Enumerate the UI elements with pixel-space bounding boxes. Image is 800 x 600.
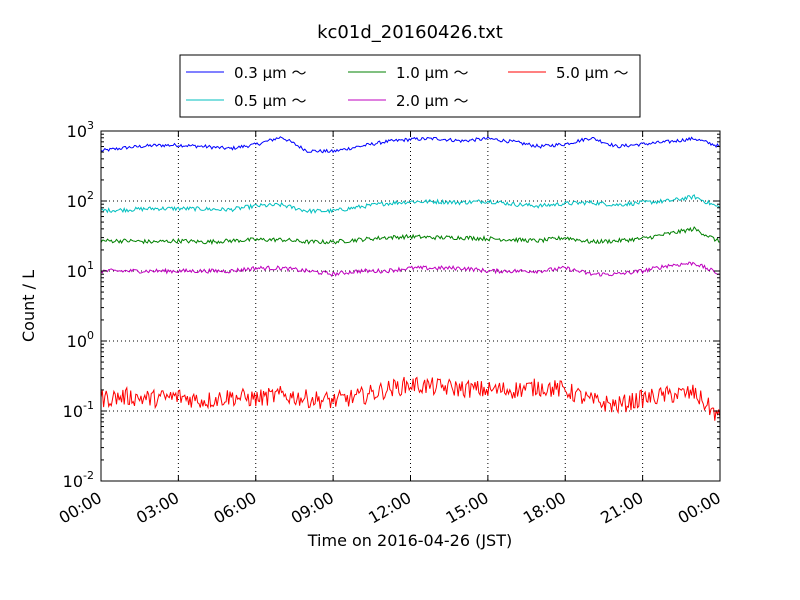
x-axis-label: Time on 2016-04-26 (JST) bbox=[307, 531, 512, 550]
ticks bbox=[100, 130, 721, 482]
chart-title: kc01d_20160426.txt bbox=[317, 22, 503, 43]
series-line bbox=[100, 226, 720, 246]
series-line bbox=[100, 136, 721, 154]
legend-label: 1.0 μm ～ bbox=[396, 64, 469, 82]
y-tick-label: 102 bbox=[67, 189, 94, 211]
y-tick-label: 10-1 bbox=[63, 399, 94, 421]
series-line bbox=[100, 194, 721, 215]
y-tick-labels: 10-2 10-1 100 101 102 103 bbox=[63, 119, 94, 491]
legend-label: 2.0 μm ～ bbox=[396, 92, 469, 110]
legend: 0.3 μm ～ 1.0 μm ～ 5.0 μm ～ 0.5 μm ～ 2.0 μm ～ bbox=[179, 54, 641, 118]
legend-label: 0.3 μm ～ bbox=[234, 64, 307, 82]
legend-frame bbox=[179, 54, 641, 118]
y-tick-label: 101 bbox=[67, 259, 94, 281]
legend-label: 5.0 μm ～ bbox=[556, 64, 629, 82]
legend-label: 0.5 μm ～ bbox=[234, 92, 307, 110]
y-axis-label: Count / L bbox=[19, 270, 38, 342]
y-tick-label: 10-2 bbox=[63, 469, 94, 491]
y-tick-label: 100 bbox=[67, 329, 94, 351]
series-line bbox=[100, 261, 721, 278]
series-line bbox=[100, 376, 721, 421]
series-layer bbox=[100, 136, 721, 421]
y-tick-label: 103 bbox=[67, 119, 94, 141]
